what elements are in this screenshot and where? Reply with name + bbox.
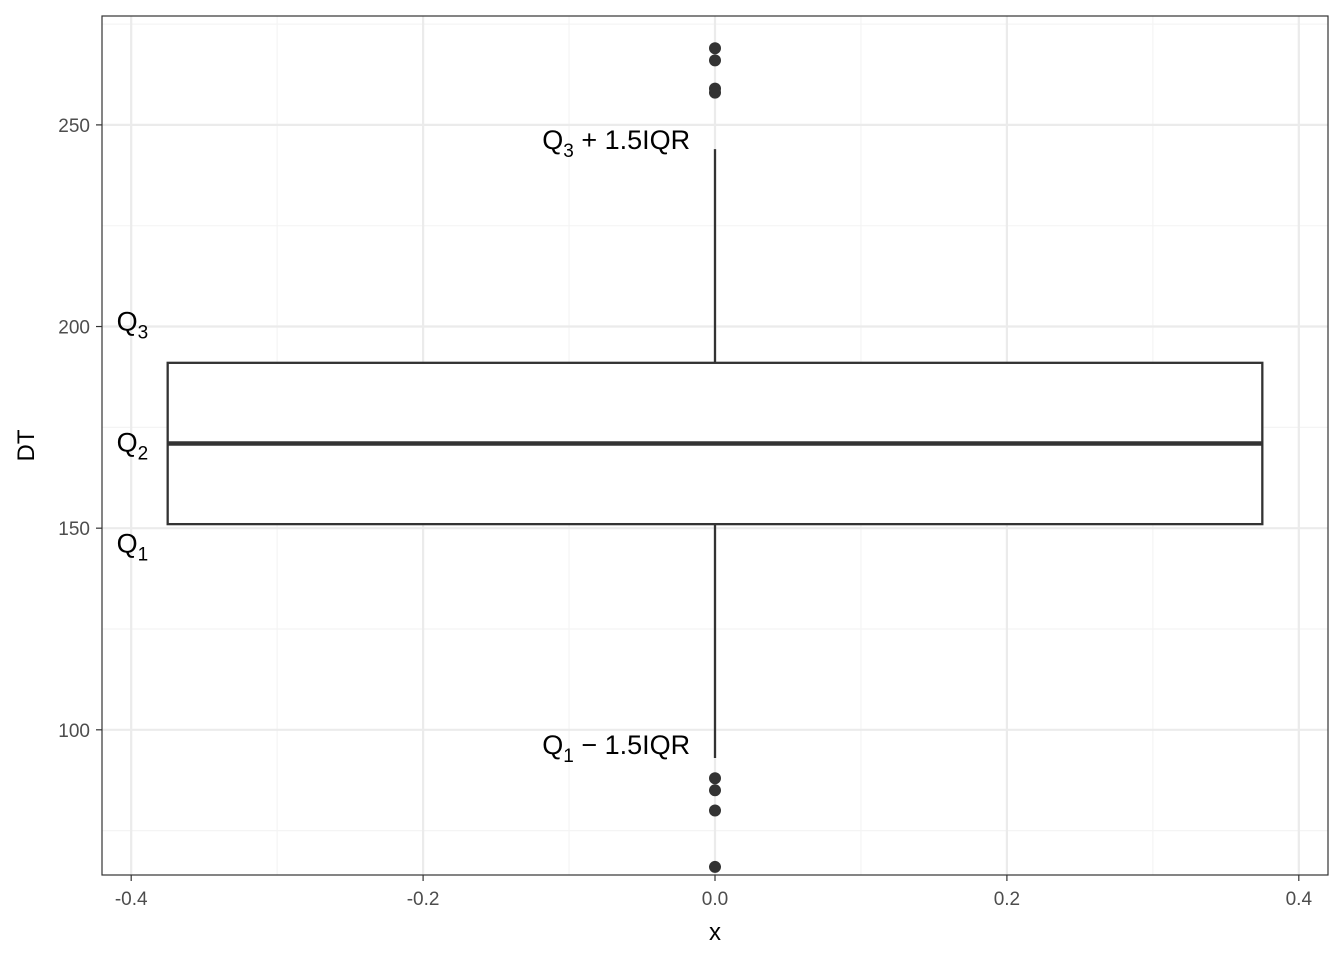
outlier-point xyxy=(709,772,721,785)
annotation-symbol: Q xyxy=(542,125,563,155)
annotation-subscript: 1 xyxy=(563,746,574,767)
y-tick-label: 100 xyxy=(58,721,90,742)
y-tick-label: 200 xyxy=(58,318,90,339)
x-tick-label: -0.2 xyxy=(407,889,440,910)
x-axis-tick-labels: -0.4 -0.2 0.0 0.2 0.4 xyxy=(115,889,1313,910)
annotation-symbol: Q xyxy=(117,528,138,558)
annotation-q1: Q1 xyxy=(117,528,149,565)
annotation-symbol: Q xyxy=(117,428,138,458)
annotation-q2: Q2 xyxy=(117,428,149,465)
annotation-subscript: 2 xyxy=(138,444,149,465)
annotation-symbol: Q xyxy=(542,730,563,760)
x-axis-title: x xyxy=(709,919,721,946)
annotation-symbol: Q xyxy=(117,307,138,337)
x-tick-label: -0.4 xyxy=(115,889,148,910)
x-tick-label: 0.0 xyxy=(702,889,728,910)
annotation-q3: Q3 xyxy=(117,307,149,344)
annotation-suffix: + 1.5IQR xyxy=(574,125,690,155)
y-tick-label: 250 xyxy=(58,116,90,137)
axis-ticks xyxy=(96,124,1300,881)
y-tick-label: 150 xyxy=(58,519,90,540)
outlier-point xyxy=(709,860,721,873)
annotation-suffix: − 1.5IQR xyxy=(574,730,690,760)
annotation-upper-fence: Q3 + 1.5IQR xyxy=(542,125,690,162)
x-tick-label: 0.4 xyxy=(1286,889,1313,910)
annotation-lower-fence: Q1 − 1.5IQR xyxy=(542,730,690,767)
outlier-point xyxy=(709,54,721,67)
box-plot xyxy=(166,42,1264,873)
annotation-subscript: 3 xyxy=(138,323,149,344)
outlier-point xyxy=(709,42,721,55)
x-tick-label: 0.2 xyxy=(994,889,1020,910)
annotation-subscript: 3 xyxy=(563,141,574,162)
y-axis-title: DT xyxy=(13,429,40,461)
outlier-point xyxy=(709,784,721,797)
outlier-point xyxy=(709,804,721,817)
y-axis-tick-labels: 100 150 200 250 xyxy=(58,116,90,742)
annotation-subscript: 1 xyxy=(138,544,149,565)
outlier-point xyxy=(709,86,721,99)
